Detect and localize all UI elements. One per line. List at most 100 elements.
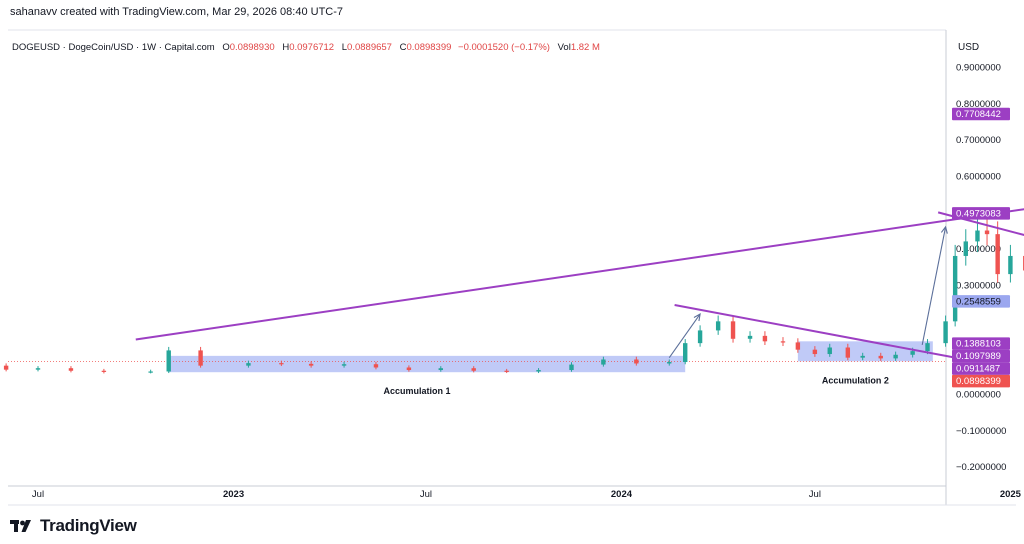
low-label: L: [341, 42, 348, 53]
candle-body: [438, 368, 443, 371]
close-label: C: [399, 42, 407, 53]
low-value: 0.0889657: [347, 42, 392, 53]
y-tick-label: 0.3000000: [956, 281, 1001, 292]
x-tick-label: Jul: [32, 489, 44, 500]
volume-label: Vol: [557, 42, 571, 53]
candle-body: [471, 368, 476, 371]
candle-body: [634, 359, 639, 364]
candle-body: [101, 370, 107, 372]
y-tick-label: 0.6000000: [956, 172, 1001, 183]
candle-body: [308, 363, 314, 366]
price-label-value: 0.1388103: [956, 339, 1001, 350]
candle-body: [827, 347, 832, 355]
candle-body: [762, 335, 768, 342]
candle-body: [246, 363, 251, 366]
symbol-name[interactable]: DOGEUSD · DogeCoin/USD · 1W · Capital.co…: [12, 42, 215, 53]
y-tick-label: −0.2000000: [956, 462, 1006, 473]
y-tick-label: 0.0000000: [956, 390, 1001, 401]
close-value: 0.0898399: [406, 42, 452, 53]
price-label-value: 0.4973083: [956, 208, 1001, 219]
candle-body: [795, 342, 801, 350]
candle-body: [3, 365, 9, 370]
price-label-value: 0.7708442: [956, 109, 1001, 120]
currency-label[interactable]: USD: [958, 42, 980, 53]
y-tick-label: −0.1000000: [956, 426, 1006, 437]
price-label-value: 0.0911487: [956, 364, 1000, 375]
y-tick-label: 0.4000000: [956, 244, 1001, 255]
price-label-box: [952, 337, 1010, 350]
candle-body: [601, 359, 606, 365]
attribution-text: sahanavv created with TradingView.com, M…: [10, 6, 344, 18]
candle-body: [963, 241, 968, 256]
price-label-value: 0.1097989: [956, 351, 1001, 362]
accumulation-label: Accumulation 1: [383, 386, 450, 396]
price-label-box: [952, 107, 1010, 121]
y-tick-label: 0.9000000: [956, 63, 1001, 74]
candle-body: [984, 230, 990, 235]
candle-body: [715, 321, 721, 331]
candle-body: [35, 368, 41, 370]
candle-body: [68, 368, 74, 371]
candle-body: [504, 370, 509, 372]
candle-body: [373, 364, 379, 368]
candle-body: [845, 347, 851, 358]
candle-body: [341, 364, 347, 366]
symbol-legend: DOGEUSD · DogeCoin/USD · 1W · Capital.co…: [12, 42, 600, 53]
x-tick-label: 2024: [611, 489, 633, 500]
y-tick-label: 0.8000000: [956, 99, 1001, 110]
candle-body: [730, 321, 736, 339]
price-label-box: [952, 295, 1010, 308]
candle-body: [697, 330, 703, 344]
y-tick-label: 0.7000000: [956, 135, 1001, 146]
volume-value: 1.82 M: [570, 42, 600, 53]
candle-body: [1008, 255, 1013, 275]
x-tick-label: Jul: [809, 489, 821, 500]
candle-body: [406, 367, 412, 371]
candle-body: [975, 230, 980, 242]
candle-body: [166, 350, 171, 372]
candle-body: [893, 354, 898, 359]
candle-body: [995, 234, 1000, 275]
brand-name: TradingView: [40, 516, 137, 535]
candle-body: [878, 355, 883, 359]
change-value: −0.0001520 (−0.17%): [458, 42, 550, 53]
x-tick-label: Jul: [420, 489, 432, 500]
price-label-value: 0.2548559: [956, 296, 1001, 307]
trendline-long-term-support: [135, 208, 1024, 341]
x-tick-label: 2023: [223, 489, 244, 500]
candle-body: [683, 343, 688, 363]
arrow-head: [940, 225, 948, 234]
candle-body: [925, 343, 930, 352]
price-label-value: 0.0898399: [956, 376, 1001, 387]
candle-body: [667, 362, 672, 364]
candle-body: [780, 341, 786, 343]
arrow-head: [693, 313, 701, 322]
tradingview-logo-icon: [10, 520, 31, 532]
high-value: 0.0976712: [289, 42, 335, 53]
candle-body: [747, 335, 753, 339]
candle-body: [910, 351, 915, 355]
candle-body: [148, 371, 153, 373]
candle-body: [860, 355, 865, 358]
high-label: H: [282, 42, 290, 53]
price-label-box: [952, 349, 1010, 363]
price-label-box: [952, 374, 1010, 388]
trendline-falling-line-1: [674, 304, 956, 359]
candle-body: [569, 364, 574, 371]
accumulation-zone: [168, 355, 686, 373]
projection-arrow: [921, 226, 947, 346]
price-label-box: [952, 362, 1010, 375]
candle-body: [952, 255, 958, 322]
candle-body: [279, 363, 284, 365]
price-label-box: [952, 207, 1010, 220]
accumulation-label: Accumulation 2: [822, 375, 889, 385]
candle-body: [198, 350, 203, 366]
open-label: O: [222, 42, 230, 53]
candle-body: [943, 321, 948, 344]
candle-body: [536, 370, 541, 372]
tradingview-brand[interactable]: TradingView: [10, 516, 137, 536]
projection-arrow: [668, 313, 701, 358]
x-tick-label: 2025: [1000, 489, 1022, 500]
open-value: 0.0898930: [229, 42, 275, 53]
